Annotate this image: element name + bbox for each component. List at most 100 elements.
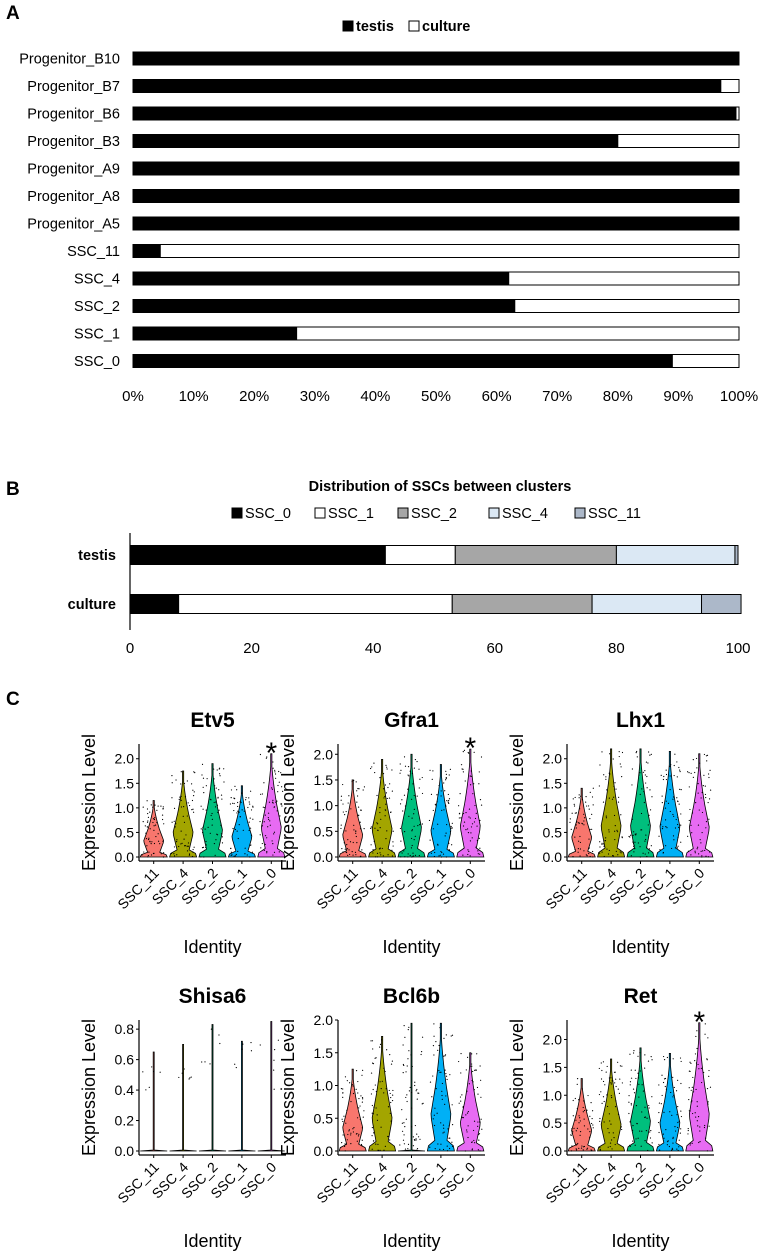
data-point xyxy=(157,805,159,807)
data-point xyxy=(156,821,158,824)
panel-b-stacked-bar-chart: Distribution of SSCs between clusters SS… xyxy=(68,479,751,657)
data-point xyxy=(171,797,173,799)
data-point xyxy=(673,764,675,767)
data-point xyxy=(178,845,180,848)
data-point xyxy=(433,1124,436,1127)
data-point xyxy=(701,831,703,834)
data-point xyxy=(687,1133,689,1135)
data-point xyxy=(647,1149,649,1152)
data-point xyxy=(279,815,281,817)
data-point xyxy=(151,841,153,843)
data-point xyxy=(352,1128,354,1130)
data-point xyxy=(432,809,434,812)
data-point xyxy=(695,1088,697,1091)
data-point xyxy=(353,824,355,826)
data-point xyxy=(380,854,382,856)
legend-label-ssc-1: SSC_1 xyxy=(328,506,374,522)
data-point xyxy=(658,1102,661,1104)
data-point xyxy=(472,793,474,795)
data-point xyxy=(171,821,173,823)
y-tick-label: 0.0 xyxy=(115,849,135,865)
data-point xyxy=(142,1071,144,1073)
data-point xyxy=(621,1065,623,1067)
data-point xyxy=(608,829,610,831)
legend-swatch-ssc-2 xyxy=(397,507,409,519)
data-point xyxy=(629,1084,631,1086)
data-point xyxy=(707,1037,709,1039)
data-point xyxy=(650,1056,652,1058)
data-point xyxy=(648,848,650,850)
data-point xyxy=(359,828,362,830)
data-point xyxy=(358,1142,360,1145)
data-point xyxy=(441,1082,444,1085)
data-point xyxy=(669,1111,671,1113)
data-point xyxy=(237,837,239,840)
data-point xyxy=(184,845,187,847)
data-point xyxy=(612,758,614,760)
data-point xyxy=(586,1109,588,1111)
data-point xyxy=(272,761,274,763)
data-point xyxy=(360,1095,362,1097)
category-label-ssc-11: SSC_11 xyxy=(114,1159,162,1207)
data-point xyxy=(171,782,173,784)
violin-ssc-0 xyxy=(257,1021,285,1152)
data-point xyxy=(446,1145,448,1147)
data-point xyxy=(421,792,424,795)
data-point xyxy=(383,797,385,799)
data-point xyxy=(690,1062,692,1064)
data-point xyxy=(692,776,694,778)
data-point xyxy=(361,1074,363,1076)
bar-testis-progenitor-b3 xyxy=(132,134,619,148)
data-point xyxy=(180,806,183,808)
x-axis-label: Identity xyxy=(382,1231,440,1251)
data-point xyxy=(589,1131,591,1133)
data-point xyxy=(347,1133,349,1136)
data-point xyxy=(429,839,431,841)
data-point xyxy=(359,856,361,858)
data-point xyxy=(617,801,620,803)
data-point xyxy=(412,852,414,854)
data-point xyxy=(449,830,452,833)
data-point xyxy=(252,818,254,820)
data-point xyxy=(345,830,347,832)
data-point xyxy=(273,1088,275,1090)
bar-culture-ssc-2 xyxy=(514,299,740,313)
data-point xyxy=(471,823,474,825)
x-axis-label: Identity xyxy=(382,937,440,957)
gene-title: Ret xyxy=(624,985,658,1008)
data-point xyxy=(468,850,470,852)
data-point xyxy=(459,792,461,795)
data-point xyxy=(442,1124,445,1126)
data-point xyxy=(571,1130,573,1132)
bar-ssc-4-testis xyxy=(615,545,736,565)
data-point xyxy=(696,1105,698,1107)
data-point xyxy=(379,848,381,850)
data-point xyxy=(142,806,144,808)
category-label-progenitor-b6: Progenitor_B6 xyxy=(27,107,120,123)
data-point xyxy=(390,1120,392,1122)
data-point xyxy=(266,852,268,854)
data-point xyxy=(435,1087,437,1090)
data-point xyxy=(473,1120,476,1122)
data-point xyxy=(209,832,211,834)
data-point xyxy=(399,851,401,853)
data-point xyxy=(174,826,176,828)
data-point xyxy=(352,841,354,844)
data-point xyxy=(677,800,679,803)
data-point xyxy=(577,851,579,853)
data-point xyxy=(477,853,479,855)
data-point xyxy=(183,821,186,823)
data-point xyxy=(665,800,667,802)
data-point xyxy=(466,1112,469,1114)
data-point xyxy=(272,802,274,804)
data-point xyxy=(411,830,413,832)
data-point xyxy=(376,1114,378,1116)
x-tick-label: 0% xyxy=(122,388,144,405)
data-point xyxy=(340,799,342,801)
data-point xyxy=(408,1050,410,1052)
data-point xyxy=(635,1105,638,1107)
data-point xyxy=(649,789,651,791)
data-point xyxy=(606,1094,608,1096)
data-point xyxy=(468,1083,470,1085)
data-point xyxy=(614,782,616,784)
